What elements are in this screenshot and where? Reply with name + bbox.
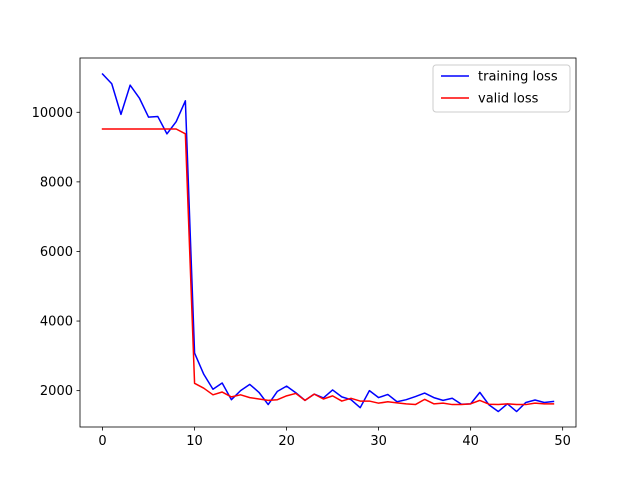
x-tick-label: 10	[186, 434, 203, 449]
axes: 0 10 20 30 40 50 2000 4000 6000 8000 10000	[32, 57, 577, 449]
y-tick-label: 6000	[40, 245, 73, 260]
y-tick-label: 8000	[40, 175, 73, 190]
x-tick-label: 0	[98, 434, 106, 449]
x-tick-label: 50	[554, 434, 571, 449]
legend-label-valid-loss: valid loss	[478, 92, 539, 107]
legend-label-training-loss: training loss	[478, 70, 558, 85]
x-tick-label: 30	[370, 434, 387, 449]
x-tick-label: 20	[278, 434, 295, 449]
y-tick-label: 4000	[40, 315, 73, 330]
y-tick-label: 2000	[40, 384, 73, 399]
plot-area	[101, 72, 555, 413]
x-tick-label: 40	[462, 434, 479, 449]
series-line-valid-loss	[101, 128, 555, 406]
axes-frame	[79, 57, 577, 428]
series-line-training-loss	[101, 72, 555, 413]
legend: training loss valid loss	[432, 64, 571, 113]
y-tick-label: 10000	[32, 106, 73, 121]
